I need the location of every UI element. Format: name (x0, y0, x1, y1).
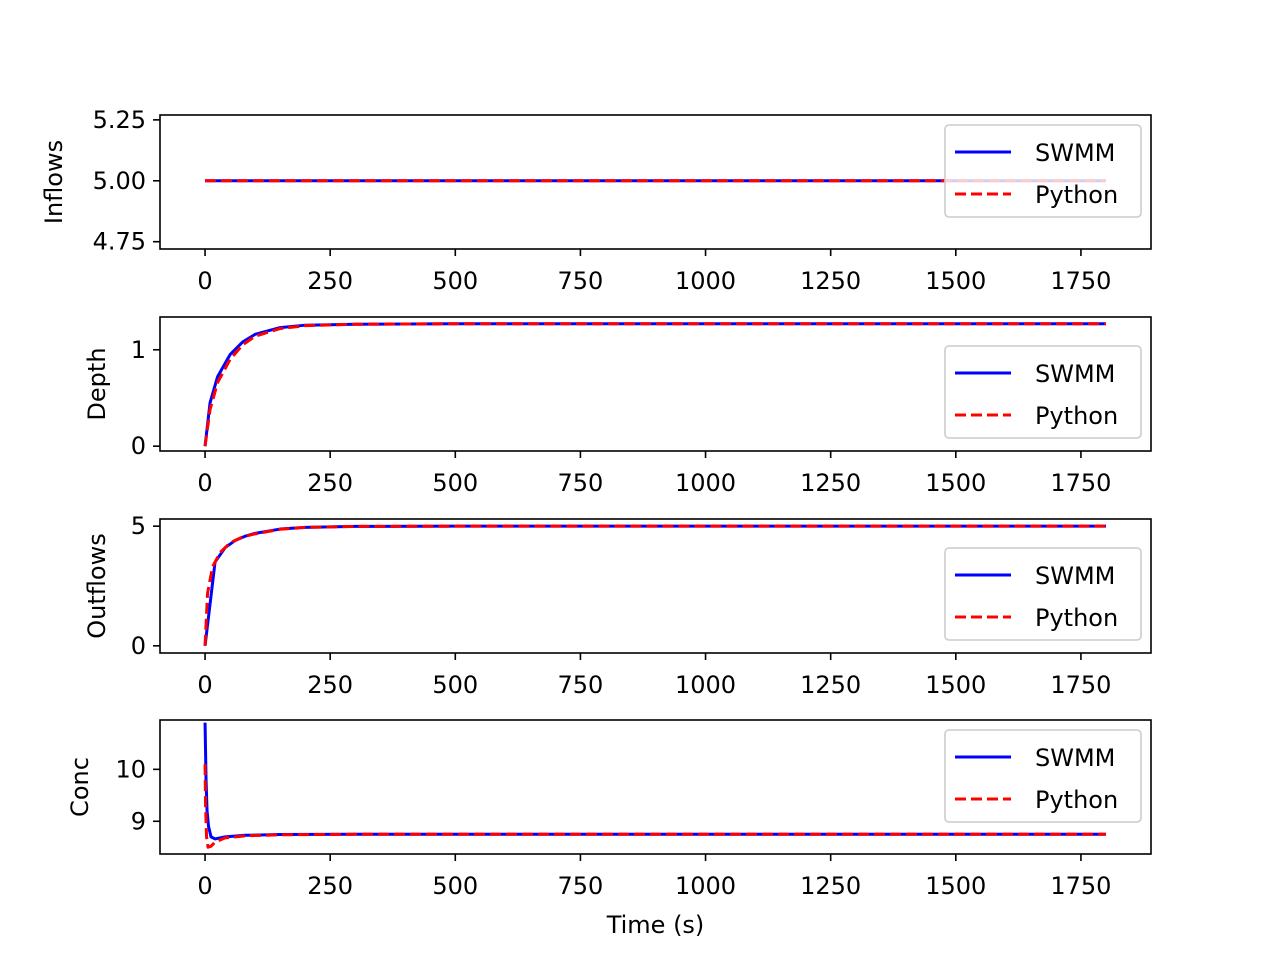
y-tick-label: 1 (131, 336, 146, 364)
y-tick-label: 5.00 (93, 167, 146, 195)
series-line-python (203, 322, 1106, 447)
x-tick-label: 500 (432, 872, 478, 900)
x-tick-label: 1000 (675, 267, 736, 295)
y-tick-label: 0 (131, 632, 146, 660)
x-tick-label: 250 (307, 267, 353, 295)
legend: SWMM Python (944, 124, 1142, 218)
x-axis-label: Time (s) (606, 911, 705, 939)
x-tick-label: 1750 (1050, 872, 1111, 900)
subplot-outflows: Outflows 0 250 500 750 1000 1250 1500 1750 0 5 SWM… (83, 512, 1152, 699)
x-tick-label: 750 (558, 872, 604, 900)
x-tick-label: 1500 (925, 872, 986, 900)
series-line-python (203, 524, 1106, 646)
y-axis-label: Depth (83, 347, 111, 420)
y-tick-label: 5 (131, 512, 146, 540)
series-group (203, 322, 1106, 447)
y-axis-label: Inflows (40, 140, 68, 224)
legend: SWMM Python (944, 547, 1142, 641)
series-group (203, 524, 1106, 646)
legend-label-swmm: SWMM (1035, 562, 1115, 590)
x-tick-label: 1250 (800, 469, 861, 497)
x-tick-label: 0 (197, 267, 212, 295)
x-tick-label: 1000 (675, 872, 736, 900)
y-tick-label: 9 (131, 807, 146, 835)
y-axis-label: Outflows (83, 533, 111, 638)
legend-label-swmm: SWMM (1035, 360, 1115, 388)
x-tick-label: 500 (432, 267, 478, 295)
x-tick-label: 0 (197, 872, 212, 900)
x-tick-label: 1250 (800, 671, 861, 699)
axes-frame (159, 114, 1152, 250)
x-tick-label: 1250 (800, 267, 861, 295)
y-tick-label: 4.75 (93, 228, 146, 256)
y-tick-label: 0 (131, 432, 146, 460)
axes-frame (159, 719, 1152, 855)
x-tick-label: 1750 (1050, 267, 1111, 295)
x-tick-label: 500 (432, 671, 478, 699)
y-tick-label: 10 (115, 755, 146, 783)
axes-frame (159, 518, 1152, 654)
x-tick-label: 1500 (925, 469, 986, 497)
subplot-conc: Conc Time (s) 0 250 500 750 1000 1250 1500 1750… (66, 719, 1152, 939)
legend-label-python: Python (1035, 402, 1118, 430)
x-tick-label: 250 (307, 469, 353, 497)
x-tick-label: 1500 (925, 267, 986, 295)
y-axis-label: Conc (66, 757, 94, 817)
x-tick-label: 1750 (1050, 671, 1111, 699)
series-line-python (203, 764, 1106, 849)
y-tick-label: 5.25 (93, 106, 146, 134)
legend: SWMM Python (944, 345, 1142, 439)
x-tick-label: 250 (307, 671, 353, 699)
x-tick-label: 1250 (800, 872, 861, 900)
subplot-inflows: Inflows 0 250 500 750 1000 1250 1500 1750 4.75 5.… (40, 106, 1152, 295)
legend-label-python: Python (1035, 786, 1118, 814)
x-tick-label: 1000 (675, 671, 736, 699)
x-tick-label: 750 (558, 469, 604, 497)
x-tick-label: 0 (197, 469, 212, 497)
x-tick-label: 750 (558, 267, 604, 295)
x-tick-label: 750 (558, 671, 604, 699)
legend-label-swmm: SWMM (1035, 744, 1115, 772)
x-tick-label: 0 (197, 671, 212, 699)
x-tick-label: 1500 (925, 671, 986, 699)
axes-frame (159, 316, 1152, 452)
legend-label-python: Python (1035, 181, 1118, 209)
subplot-depth: Depth 0 250 500 750 1000 1250 1500 1750 0 1 SWMM Py… (83, 316, 1152, 497)
legend-label-python: Python (1035, 604, 1118, 632)
x-tick-label: 500 (432, 469, 478, 497)
legend-label-swmm: SWMM (1035, 139, 1115, 167)
legend: SWMM Python (944, 729, 1142, 823)
series-group (203, 722, 1106, 849)
x-tick-label: 1000 (675, 469, 736, 497)
x-tick-label: 250 (307, 872, 353, 900)
x-tick-label: 1750 (1050, 469, 1111, 497)
